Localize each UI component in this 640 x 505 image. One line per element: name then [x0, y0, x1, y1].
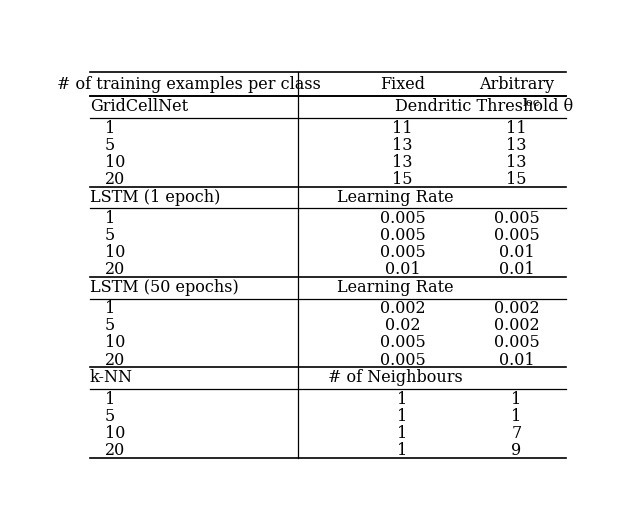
Text: # of training examples per class: # of training examples per class	[57, 76, 321, 93]
Text: Learning Rate: Learning Rate	[337, 189, 453, 206]
Text: 0.01: 0.01	[499, 261, 534, 278]
Text: 15: 15	[506, 171, 527, 188]
Text: 20: 20	[105, 261, 125, 278]
Text: 0.005: 0.005	[380, 334, 425, 351]
Text: 0.01: 0.01	[499, 244, 534, 261]
Text: # of Neighbours: # of Neighbours	[328, 369, 462, 386]
Text: 1: 1	[511, 408, 522, 425]
Text: 0.005: 0.005	[380, 351, 425, 369]
Text: 10: 10	[105, 244, 125, 261]
Text: 1: 1	[105, 300, 115, 317]
Text: 0.005: 0.005	[380, 244, 425, 261]
Text: 0.002: 0.002	[493, 317, 540, 334]
Text: 5: 5	[105, 227, 115, 244]
Text: 20: 20	[105, 351, 125, 369]
Text: Learning Rate: Learning Rate	[337, 279, 453, 296]
Text: 1: 1	[397, 408, 408, 425]
Text: 13: 13	[392, 137, 413, 154]
Text: 1: 1	[105, 210, 115, 227]
Text: 9: 9	[511, 442, 522, 459]
Text: GridCellNet: GridCellNet	[90, 98, 188, 115]
Text: 0.005: 0.005	[380, 227, 425, 244]
Text: 13: 13	[506, 154, 527, 171]
Text: 20: 20	[105, 442, 125, 459]
Text: 10: 10	[105, 334, 125, 351]
Text: 1: 1	[105, 390, 115, 408]
Text: 0.005: 0.005	[493, 227, 540, 244]
Text: 7: 7	[511, 425, 522, 442]
Text: 1: 1	[397, 442, 408, 459]
Text: 0.005: 0.005	[493, 210, 540, 227]
Text: 0.002: 0.002	[493, 300, 540, 317]
Text: 10: 10	[105, 154, 125, 171]
Text: 5: 5	[105, 137, 115, 154]
Text: 5: 5	[105, 317, 115, 334]
Text: k-NN: k-NN	[90, 369, 133, 386]
Text: 0.002: 0.002	[380, 300, 425, 317]
Text: LSTM (50 epochs): LSTM (50 epochs)	[90, 279, 239, 296]
Text: loc: loc	[522, 97, 540, 108]
Text: 1: 1	[397, 425, 408, 442]
Text: 1: 1	[511, 390, 522, 408]
Text: 1: 1	[397, 390, 408, 408]
Text: 11: 11	[506, 120, 527, 136]
Text: 13: 13	[392, 154, 413, 171]
Text: 5: 5	[105, 408, 115, 425]
Text: 0.005: 0.005	[380, 210, 425, 227]
Text: 0.02: 0.02	[385, 317, 420, 334]
Text: 0.01: 0.01	[385, 261, 420, 278]
Text: 10: 10	[105, 425, 125, 442]
Text: 0.005: 0.005	[493, 334, 540, 351]
Text: 1: 1	[105, 120, 115, 136]
Text: 0.01: 0.01	[499, 351, 534, 369]
Text: LSTM (1 epoch): LSTM (1 epoch)	[90, 189, 220, 206]
Text: Fixed: Fixed	[380, 76, 425, 93]
Text: 20: 20	[105, 171, 125, 188]
Text: 13: 13	[506, 137, 527, 154]
Text: 11: 11	[392, 120, 413, 136]
Text: Arbitrary: Arbitrary	[479, 76, 554, 93]
Text: Dendritic Threshold θ: Dendritic Threshold θ	[395, 98, 573, 115]
Text: 15: 15	[392, 171, 413, 188]
